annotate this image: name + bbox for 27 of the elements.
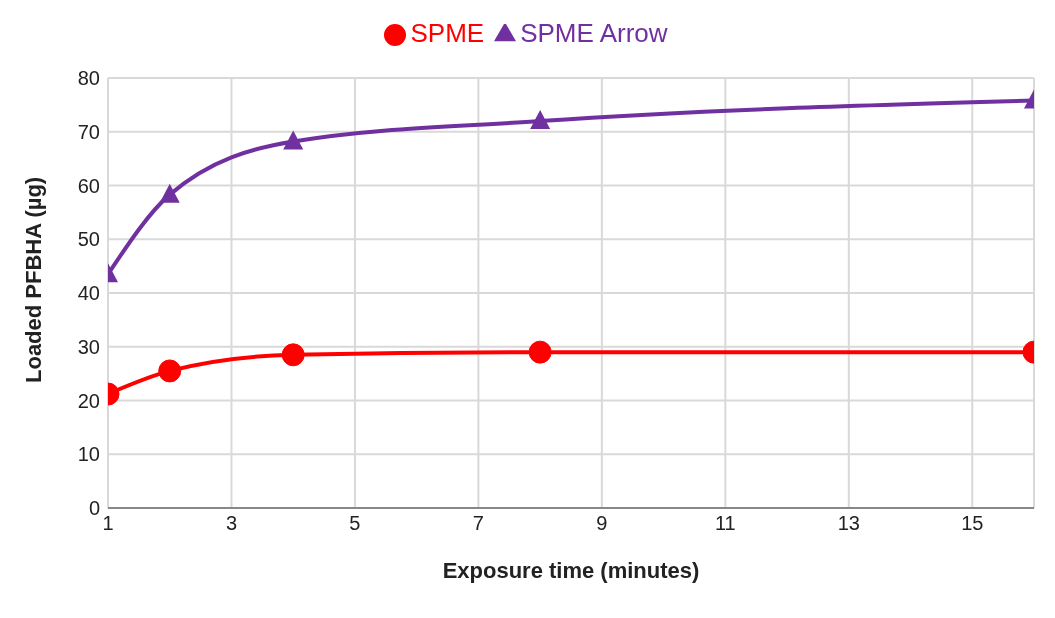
x-axis-title: Exposure time (minutes) <box>442 558 700 583</box>
y-tick-label: 50 <box>77 228 100 251</box>
y-tick-label: 60 <box>77 174 100 197</box>
x-tick-label: 15 <box>961 512 984 535</box>
y-tick-label: 70 <box>77 120 100 143</box>
x-tick-label: 9 <box>596 512 608 535</box>
y-tick-label: 0 <box>88 497 100 520</box>
x-tick-label: 5 <box>349 512 361 535</box>
x-tick-label: 3 <box>225 512 238 535</box>
y-tick-label: 20 <box>77 389 100 412</box>
x-tick-label: 7 <box>472 512 484 535</box>
x-tick-label: 1 <box>102 512 114 535</box>
point <box>159 183 180 203</box>
point <box>283 130 304 150</box>
point <box>528 340 552 364</box>
y-tick-label: 80 <box>77 67 100 90</box>
legend-label: SPME Arrow <box>520 18 668 48</box>
x-tick-label: 11 <box>714 512 736 535</box>
legend-label: SPME <box>410 18 485 48</box>
x-tick-label: 13 <box>837 512 860 535</box>
point <box>281 343 305 367</box>
y-tick-label: 40 <box>77 282 100 305</box>
y-axis-title: Loaded PFBHA (µg) <box>20 176 46 383</box>
y-tick-label: 10 <box>77 443 100 466</box>
y-tick-label: 30 <box>77 335 100 358</box>
point <box>530 110 551 129</box>
point <box>158 359 182 383</box>
